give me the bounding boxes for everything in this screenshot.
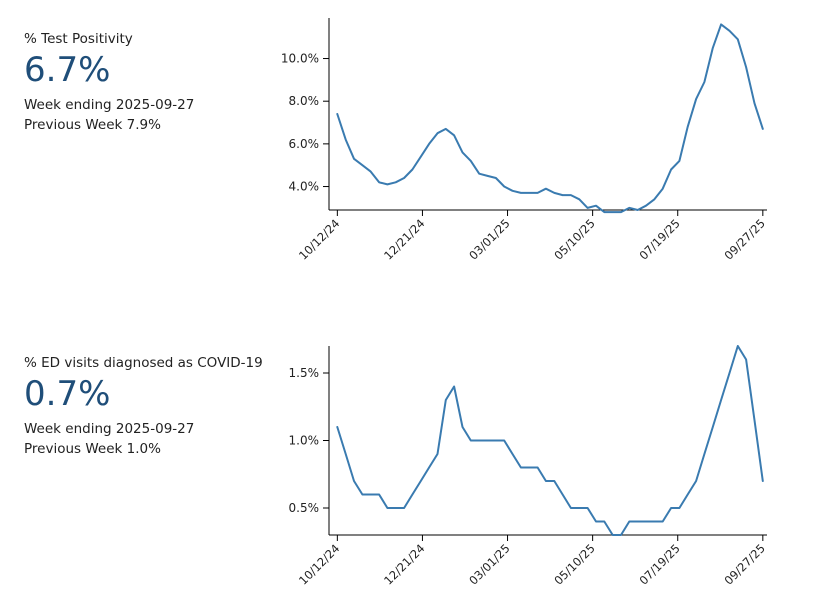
- x-tick-label: 12/21/24: [381, 216, 427, 262]
- y-tick-label: 6.0%: [289, 137, 320, 151]
- y-tick-label: 4.0%: [289, 180, 320, 194]
- y-tick-label: 1.5%: [289, 366, 320, 380]
- metric-label: % ED visits diagnosed as COVID-19: [24, 355, 263, 371]
- metric-value: 6.7%: [24, 50, 111, 90]
- week-ending-text: Week ending 2025-09-27: [24, 97, 195, 113]
- test-positivity-panel: % Test Positivity 6.7% Week ending 2025-…: [0, 0, 817, 305]
- series-line: [336, 23, 764, 214]
- week-ending-text: Week ending 2025-09-27: [24, 421, 195, 437]
- test-positivity-chart: 4.0% 6.0% 8.0% 10.0% 10/12/24 12/21/24 03/01/2…: [281, 18, 768, 263]
- y-tick-label: 10.0%: [281, 52, 319, 66]
- x-tick-label: 05/10/25: [551, 541, 597, 587]
- x-tick-label: 09/27/25: [722, 216, 768, 262]
- x-tick-label: 10/12/24: [296, 541, 342, 587]
- x-tick-label: 10/12/24: [296, 216, 342, 262]
- previous-week-text: Previous Week 7.9%: [24, 117, 161, 133]
- y-tick-label: 1.0%: [289, 434, 320, 448]
- ed-visits-panel: % ED visits diagnosed as COVID-19 0.7% W…: [0, 305, 817, 611]
- ed-visits-summary: % ED visits diagnosed as COVID-19 0.7% W…: [24, 355, 263, 459]
- x-tick-label: 05/10/25: [551, 216, 597, 262]
- y-tick-label: 0.5%: [289, 501, 320, 515]
- x-tick-label: 07/19/25: [636, 541, 682, 587]
- x-tick-label: 12/21/24: [381, 541, 427, 587]
- x-tick-label: 03/01/25: [466, 541, 512, 587]
- metric-value: 0.7%: [24, 374, 111, 414]
- ed-visits-chart: 0.5% 1.0% 1.5% 10/12/24 12/21/24 03/01/25 05/1…: [289, 345, 768, 588]
- x-tick-label: 03/01/25: [466, 216, 512, 262]
- y-tick-label: 8.0%: [289, 94, 320, 108]
- x-tick-label: 09/27/25: [722, 541, 768, 587]
- previous-week-text: Previous Week 1.0%: [24, 441, 161, 457]
- series-line: [336, 345, 764, 536]
- test-positivity-summary: % Test Positivity 6.7% Week ending 2025-…: [24, 31, 194, 135]
- x-tick-label: 07/19/25: [636, 216, 682, 262]
- metric-label: % Test Positivity: [24, 31, 133, 47]
